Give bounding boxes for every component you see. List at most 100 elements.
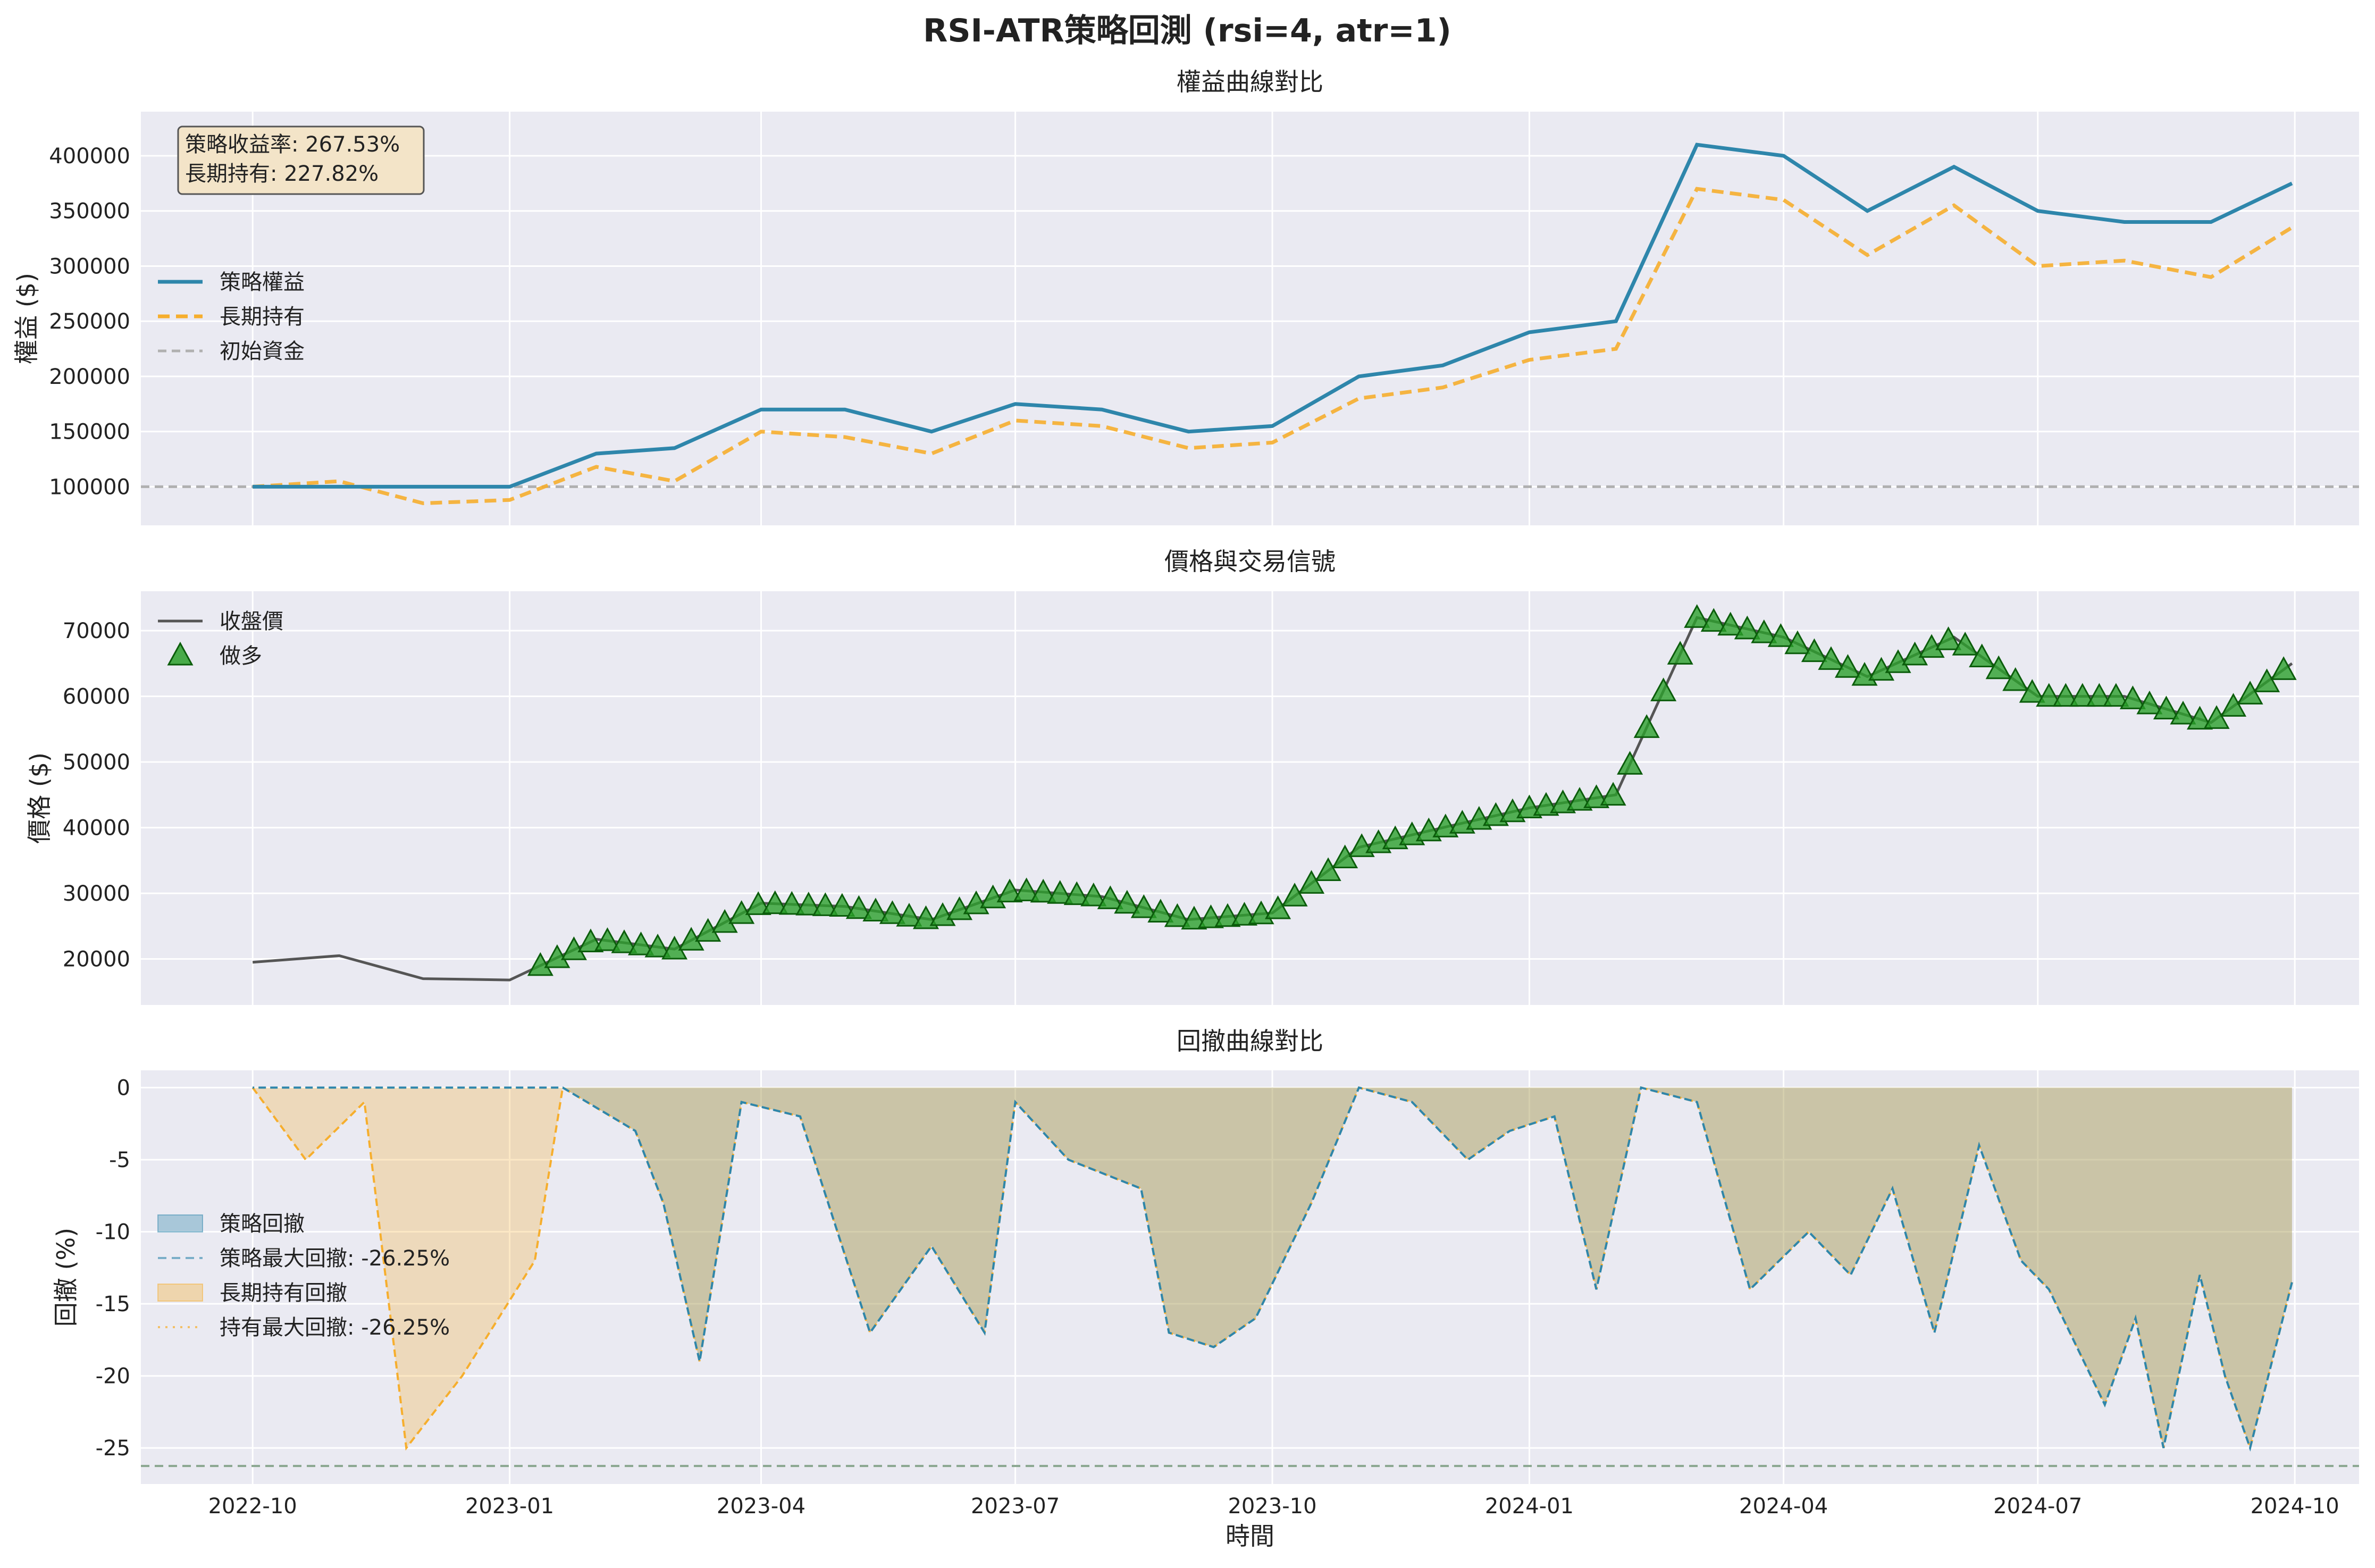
legend-label-strategy-maxdd: 策略最大回撤: -26.25%	[220, 1246, 450, 1271]
long-signal-marker	[2002, 667, 2029, 691]
price-grid	[141, 591, 2359, 1005]
long-signal-marker	[1600, 782, 1626, 806]
long-signal-marker	[2019, 679, 2045, 703]
long-signal-marker	[1633, 714, 1660, 738]
y-tick-label: 250000	[49, 309, 130, 334]
long-signal-marker	[1164, 903, 1190, 927]
long-signal-marker	[1080, 882, 1107, 907]
long-signal-marker	[1114, 890, 1140, 914]
y-tick-label: 150000	[49, 420, 130, 445]
x-tick-label: 2023-07	[971, 1494, 1060, 1519]
y-tick-label: 100000	[49, 475, 130, 499]
long-signal-marker	[1734, 615, 1760, 640]
price-title: 價格與交易信號	[1164, 547, 1336, 576]
y-tick-label: -20	[96, 1364, 130, 1389]
long-signal-marker	[862, 898, 889, 922]
long-signal-marker	[1097, 885, 1123, 909]
long-signal-marker	[1047, 880, 1073, 904]
hold-equity-line	[252, 187, 2293, 506]
y-tick-label: 350000	[49, 199, 130, 224]
long-signal-marker	[1717, 611, 1744, 636]
y-tick-label: -10	[96, 1220, 130, 1245]
long-signal-marker	[1935, 626, 1962, 650]
drawdown-series	[141, 1086, 2359, 1468]
legend-label-long: 做多	[220, 644, 262, 668]
drawdown-y-ticks: 0 -5 -10 -15 -20 -25	[96, 1076, 130, 1461]
x-tick-label: 2024-04	[1739, 1494, 1828, 1519]
y-tick-label: 200000	[49, 365, 130, 389]
annotation-box	[177, 125, 425, 195]
long-signal-marker	[745, 891, 771, 915]
x-tick-label: 2024-07	[1993, 1494, 2082, 1519]
long-signal-marker	[611, 929, 637, 953]
long-signal-marker	[1667, 641, 1693, 665]
long-signal-marker	[1197, 904, 1224, 928]
long-signal-marker	[1265, 895, 1291, 919]
annotation-hold-return: 長期持有: 227.82%	[185, 162, 379, 186]
long-signal-marker	[1214, 903, 1241, 927]
long-signal-marker	[896, 902, 922, 927]
strategy-equity-line	[253, 142, 2293, 489]
price-series	[253, 604, 2297, 982]
legend-label-strategy-dd: 策略回撤	[220, 1212, 305, 1236]
long-signal-marker	[1834, 654, 1861, 678]
strategy-drawdown-line	[253, 1086, 2293, 1452]
long-signal-marker	[1063, 881, 1090, 905]
price-ylabel: 價格 ($)	[25, 752, 54, 844]
y-tick-label: 20000	[63, 947, 130, 972]
long-signal-marker	[1650, 677, 1677, 701]
x-axis-label: 時間	[1226, 1522, 1274, 1550]
y-tick-label: -15	[96, 1292, 130, 1317]
long-signal-marker	[628, 931, 654, 955]
long-signal-marker	[2237, 681, 2263, 705]
long-signal-marker	[2153, 695, 2179, 719]
equity-annotation: 策略收益率: 267.53% 長期持有: 227.82%	[177, 125, 425, 195]
x-tick-label: 2024-01	[1485, 1494, 1574, 1519]
hold-drawdown-area	[253, 1087, 2292, 1448]
long-signal-marker	[1147, 899, 1174, 923]
long-signal-marker	[2119, 685, 2146, 709]
equity-y-ticks: 100000 150000 200000 250000 300000 350000 4000…	[49, 144, 130, 499]
long-signal-marker	[2069, 683, 2096, 707]
long-signal-marker	[2086, 683, 2112, 707]
long-signal-marker	[996, 878, 1023, 903]
y-tick-label: 400000	[49, 144, 130, 169]
legend-label-strategy: 策略權益	[220, 270, 305, 295]
long-signal-marker	[845, 895, 872, 919]
long-signal-marker	[2052, 683, 2079, 707]
legend-swatch-long	[167, 641, 194, 666]
long-signal-marker	[1130, 894, 1157, 918]
long-signal-marker	[2203, 705, 2230, 729]
drawdown-panel: 回撤曲線對比 回撤 (%) 0 -5 -10 -15 -20 -25 策略回撤 策略最大回…	[52, 1027, 2359, 1484]
equity-title: 權益曲線對比	[1177, 68, 1323, 96]
long-signal-marker	[1751, 619, 1777, 643]
long-signal-marker	[2103, 683, 2129, 707]
long-signal-marker	[1315, 857, 1341, 881]
y-tick-label: 50000	[63, 750, 130, 775]
long-signal-marker	[1030, 878, 1056, 903]
y-tick-label: 70000	[63, 619, 130, 643]
long-signal-marker	[1985, 655, 2012, 680]
long-signal-marker	[2186, 706, 2213, 730]
legend-swatch-strategy-dd	[157, 1214, 203, 1232]
long-signal-marker	[2254, 668, 2280, 692]
long-signal-marker	[644, 933, 671, 958]
x-tick-label: 2023-01	[465, 1494, 554, 1519]
x-tick-label: 2022-10	[208, 1494, 297, 1519]
equity-panel: 權益曲線對比 權益 ($) 100000 150000 200000 250000 30…	[12, 68, 2359, 525]
legend-label-hold-dd: 長期持有回撤	[220, 1281, 347, 1305]
long-signal-marker	[812, 892, 838, 916]
y-tick-label: 0	[117, 1076, 130, 1101]
long-signal-marker	[1684, 604, 1710, 628]
long-signal-marker	[1801, 638, 1827, 663]
long-signal-marker	[1013, 877, 1040, 901]
long-signal-marker	[1281, 883, 1308, 907]
long-signal-marker	[829, 893, 855, 917]
long-signal-marker	[762, 890, 788, 915]
long-signal-marker	[2136, 690, 2163, 715]
long-signal-marker	[2036, 683, 2062, 707]
long-signal-marker	[1617, 751, 1643, 775]
equity-ylabel: 權益 ($)	[12, 273, 41, 364]
equity-series	[141, 142, 2359, 506]
